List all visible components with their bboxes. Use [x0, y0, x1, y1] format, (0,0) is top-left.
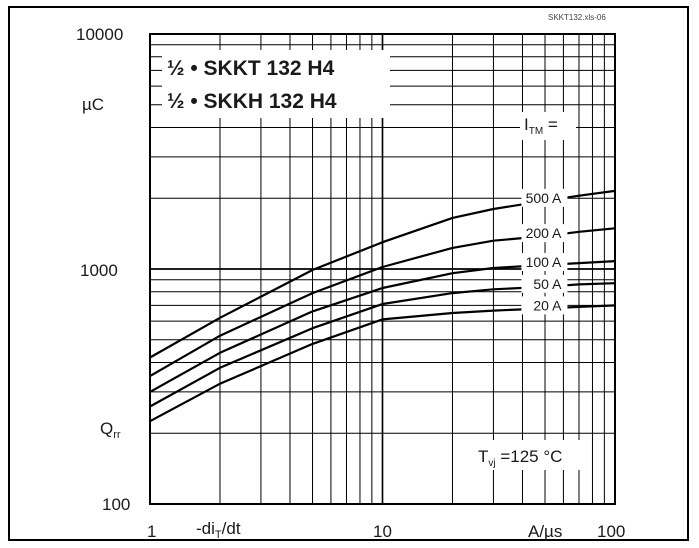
chart-frame: [8, 6, 689, 541]
series-label: 100 A: [526, 254, 562, 270]
legend-title: ITM =: [524, 115, 558, 137]
legend-title-box: [520, 112, 576, 140]
series-line: [149, 260, 616, 393]
series-line: [149, 304, 616, 423]
title-line-1: ½ • SKKT 132 H4: [167, 57, 335, 80]
x-tick-label: 100: [597, 522, 625, 541]
x-tick-label: 10: [373, 522, 392, 541]
series-line: [149, 227, 616, 378]
chart-reference: SKKT132.xls-06: [548, 13, 606, 22]
series-label-bg: [521, 296, 568, 315]
y-tick-label: 100: [102, 495, 130, 514]
series-label: 50 A: [533, 276, 562, 292]
series-line: [149, 189, 616, 359]
series-label: 500 A: [526, 190, 562, 206]
series-labels: 500 A 200 A 100 A 50 A 20 A: [521, 188, 568, 315]
series-line: [149, 282, 616, 408]
series-label-bg: [521, 188, 568, 207]
series-group: [149, 189, 616, 423]
series-label: 20 A: [533, 297, 562, 313]
plot-border: [149, 33, 616, 505]
y-unit: µC: [82, 95, 104, 114]
x-unit: A/µs: [528, 522, 562, 541]
x-tick-label: 1: [147, 522, 156, 541]
y-tick-label: 10000: [76, 25, 123, 44]
condition-box: [472, 440, 590, 470]
series-label: 200 A: [526, 225, 562, 241]
series-label-bg: [521, 274, 568, 293]
y-symbol: Qrr: [100, 419, 121, 441]
title-line-2: ½ • SKKH 132 H4: [167, 90, 337, 113]
condition-label: Tvj =125 °C: [478, 447, 562, 469]
x-symbol: -diT/dt: [196, 519, 241, 541]
series-label-bg: [521, 224, 568, 243]
title-box: [162, 50, 390, 118]
y-tick-label: 1000: [80, 261, 118, 280]
series-label-bg: [521, 252, 568, 271]
